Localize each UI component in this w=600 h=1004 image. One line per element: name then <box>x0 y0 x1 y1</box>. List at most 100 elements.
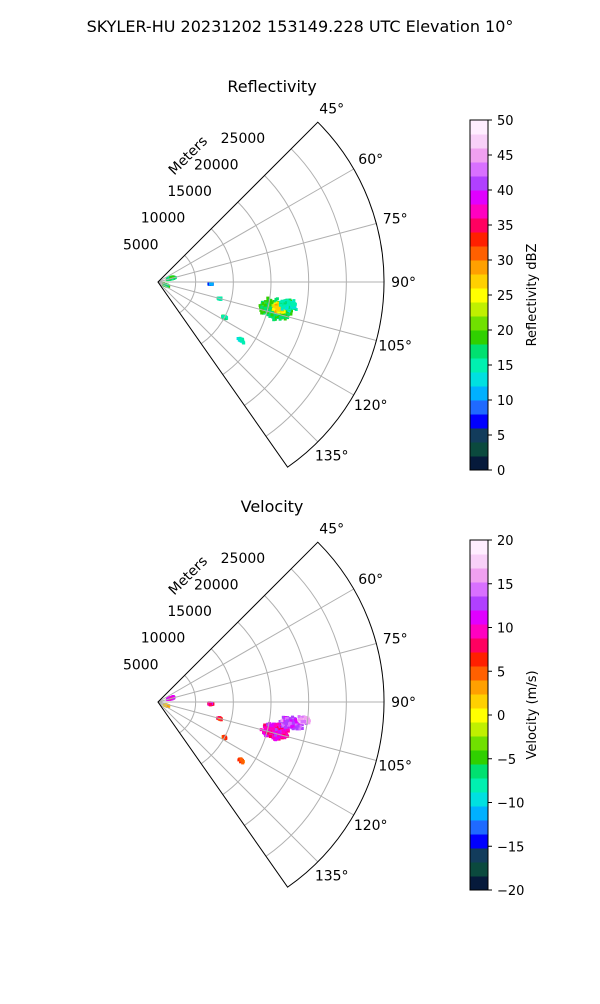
echo-pixel <box>222 315 226 319</box>
colorbar-tick-label: −20 <box>497 884 524 899</box>
echo-pixel <box>209 282 212 286</box>
colorbar-tick-label: 0 <box>497 709 505 724</box>
radial-tick-label: 10000 <box>141 631 186 647</box>
colorbar: −20 −15 −10 −5 0 5 10 15 20 Velocity (m/s) <box>469 534 540 899</box>
azimuth-spoke <box>157 168 354 283</box>
echo-pixel <box>273 724 277 728</box>
colorbar: 0 5 10 15 20 25 30 35 40 45 50 Reflectivity dBZ <box>469 114 540 479</box>
colorbar-segment <box>470 442 488 457</box>
echo-pixel <box>271 304 275 308</box>
echo-pixel <box>295 727 299 731</box>
colorbar-segment <box>470 302 488 317</box>
echo-pixel <box>217 717 221 721</box>
velocity-panel: Velocity 45° 60° 75° 90° 105° 120° 135° 5000 1000… <box>123 497 540 899</box>
radial-tick-label: 25000 <box>221 551 266 567</box>
echo-pixel <box>271 722 275 726</box>
panel-title: Reflectivity <box>227 77 316 96</box>
azimuth-spoke <box>157 701 377 761</box>
panel-title: Velocity <box>241 497 304 516</box>
colorbar-tick-label: −15 <box>497 840 524 855</box>
echo-pixel <box>291 727 295 731</box>
echo-pixel <box>298 725 302 728</box>
colorbar-segment <box>470 456 488 471</box>
echo-pixel <box>274 305 278 309</box>
echo-pixel <box>281 715 285 719</box>
echo-pixel <box>275 726 279 730</box>
echo-pixel <box>260 311 264 315</box>
azimuth-tick-label: 75° <box>383 631 408 647</box>
echo-pixel <box>280 299 284 303</box>
echo-pixel <box>274 728 278 731</box>
echo-pixel <box>280 312 284 316</box>
colorbar-tick-label: −5 <box>497 753 516 768</box>
echo-pixel <box>280 729 284 733</box>
echo-pixel <box>266 731 270 735</box>
radial-tick-label: 25000 <box>221 131 266 147</box>
echo-pixel <box>262 730 266 734</box>
echo-pixel <box>263 303 267 307</box>
echo-pixel <box>260 305 264 309</box>
azimuth-spoke <box>157 701 319 863</box>
range-ring <box>265 568 347 857</box>
echo-pixel <box>285 306 289 310</box>
colorbar-segment <box>470 568 488 583</box>
echo-pixel <box>281 316 285 320</box>
colorbar-segment <box>470 386 488 401</box>
azimuth-tick-label: 90° <box>391 695 416 711</box>
radial-tick-label: 15000 <box>167 604 212 620</box>
echo-pixel <box>258 304 262 308</box>
azimuth-tick-label: 60° <box>358 152 383 168</box>
colorbar-tick-label: 25 <box>497 289 514 304</box>
azimuth-tick-label: 135° <box>315 869 349 885</box>
echo-pixel <box>307 721 311 725</box>
echo-pixel <box>241 341 245 345</box>
echo-pixel <box>294 718 297 722</box>
echo-pixel <box>303 719 306 723</box>
colorbar-tick-label: 5 <box>497 429 505 444</box>
echo-pixel <box>275 723 279 727</box>
colorbar-segment <box>470 204 488 219</box>
colorbar-segment <box>470 736 488 751</box>
colorbar-segment <box>470 428 488 443</box>
radar-echoes <box>162 275 298 345</box>
echo-pixel <box>269 302 273 306</box>
azimuth-tick-label: 45° <box>319 101 344 117</box>
echo-pixel <box>268 732 271 736</box>
colorbar-segment <box>470 862 488 877</box>
echo-pixel <box>292 299 296 303</box>
echo-pixel <box>163 283 167 287</box>
echo-pixel <box>296 724 300 728</box>
range-ring <box>244 175 310 406</box>
colorbar-tick-label: 35 <box>497 219 514 234</box>
echo-pixel <box>279 306 283 310</box>
echo-pixel <box>297 715 301 719</box>
echo-pixel <box>282 730 286 734</box>
echo-pixel <box>300 720 304 724</box>
colorbar-segment <box>470 694 488 709</box>
echo-pixel <box>291 721 295 725</box>
colorbar-tick-label: 20 <box>497 534 514 549</box>
radial-tick-label: 5000 <box>123 657 159 673</box>
echo-pixel <box>275 297 279 301</box>
colorbar-segment <box>470 190 488 205</box>
azimuth-spoke <box>157 643 377 703</box>
echo-pixel <box>268 314 272 318</box>
echo-pixel <box>277 301 281 305</box>
echo-pixel <box>280 719 284 723</box>
colorbar-segment <box>470 848 488 863</box>
colorbar-segment <box>470 274 488 289</box>
echo-pixel <box>287 302 291 306</box>
echo-pixel <box>265 723 269 726</box>
echo-pixel <box>272 307 276 311</box>
azimuth-tick-label: 75° <box>383 211 408 227</box>
echo-pixel <box>294 722 298 726</box>
sector-frame <box>157 121 385 468</box>
colorbar-segment <box>470 162 488 177</box>
echo-pixel <box>275 308 279 312</box>
echo-pixel <box>163 703 167 707</box>
radial-tick-label: 20000 <box>194 578 239 594</box>
echo-pixel <box>283 728 287 732</box>
azimuth-tick-label: 105° <box>378 759 412 775</box>
figure-title: SKYLER-HU 20231202 153149.228 UTC Elevat… <box>87 17 514 36</box>
